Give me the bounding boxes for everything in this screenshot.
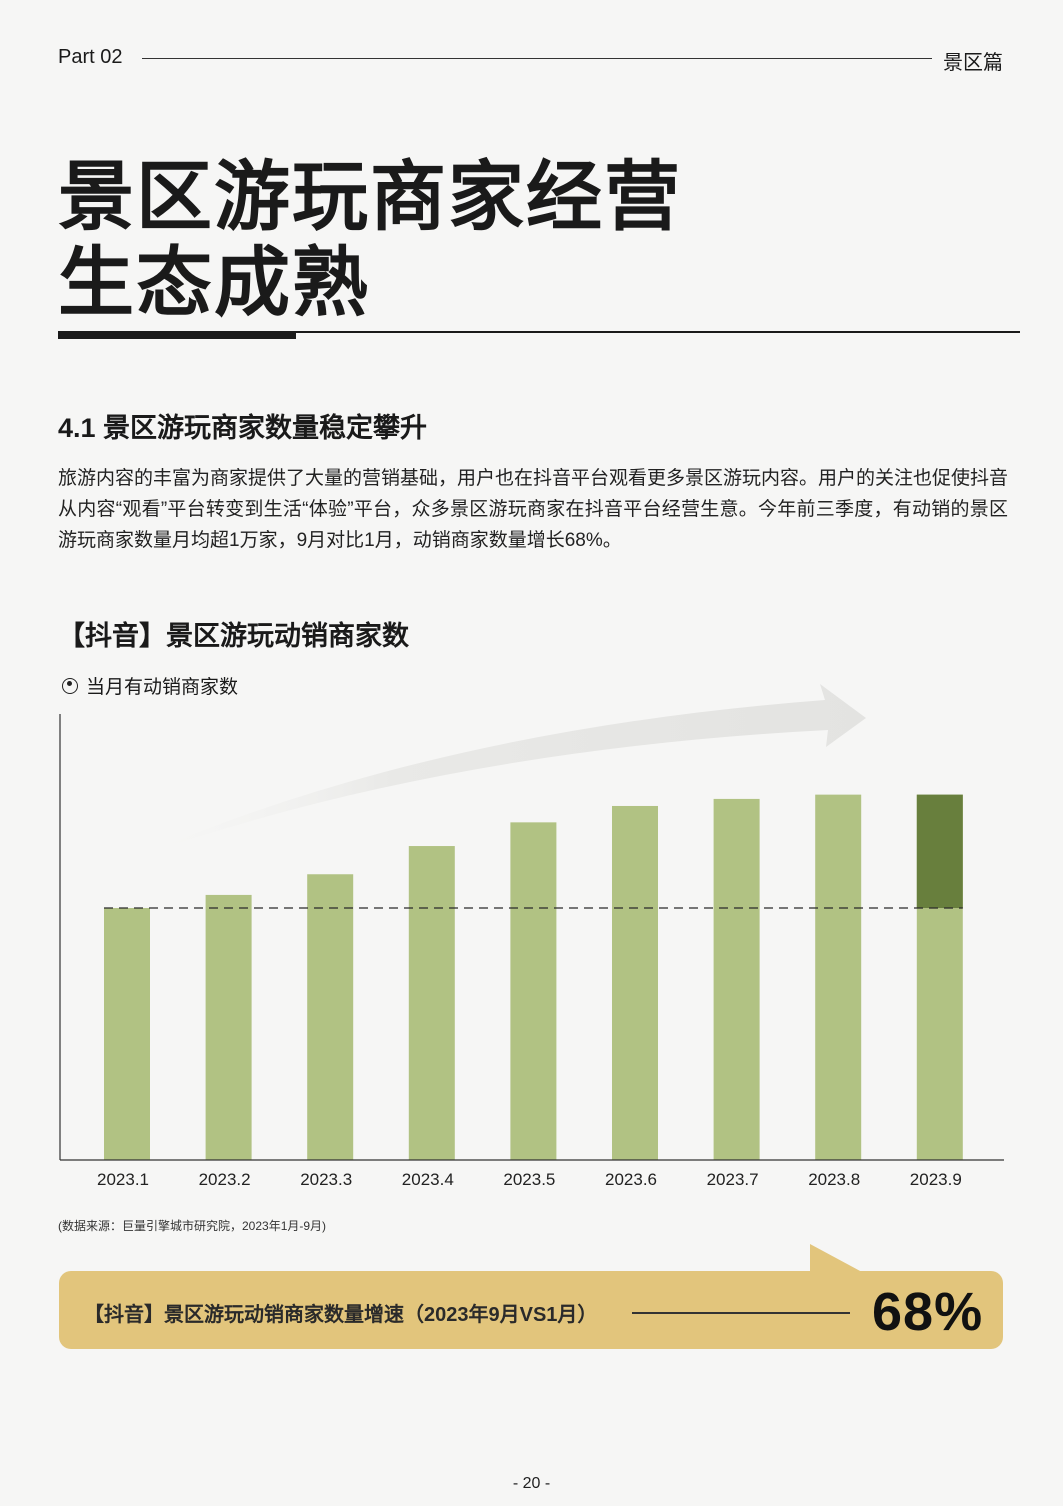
x-tick-label: 2023.9	[910, 1170, 962, 1189]
page-title-line-1: 景区游玩商家经营	[58, 155, 682, 240]
x-tick-label: 2023.3	[300, 1170, 352, 1189]
page-title: 景区游玩商家经营 生态成熟	[58, 155, 682, 327]
section-label: 景区篇	[943, 52, 1003, 74]
bar-2023.2	[205, 894, 252, 1160]
title-accent-bar	[58, 332, 296, 339]
bar-chart: 2023.1 2023.2 2023.3 2023.4 2023.5 2023.6 2023…	[59, 684, 1004, 1189]
bar-2023.6	[612, 805, 658, 1160]
callout-notch	[810, 1244, 862, 1272]
bar-2023.1	[104, 908, 150, 1160]
x-tick-label: 2023.8	[808, 1170, 860, 1189]
x-tick-label: 2023.4	[402, 1170, 454, 1189]
trend-arrow	[135, 684, 866, 858]
callout-value: 68%	[872, 1282, 984, 1342]
bar-2023.5	[510, 822, 557, 1160]
callout-divider	[632, 1312, 850, 1314]
x-tick-label: 2023.7	[707, 1170, 759, 1189]
chart-title: 【抖音】景区游玩动销商家数	[58, 621, 409, 651]
title-divider	[58, 331, 1020, 333]
page-title-line-2: 生态成熟	[58, 241, 370, 326]
x-tick-labels: 2023.1 2023.2 2023.3 2023.4 2023.5 2023.6 2023…	[97, 1170, 962, 1189]
callout-label: 【抖音】景区游玩动销商家数量增速（2023年9月VS1月）	[84, 1304, 598, 1326]
x-tick-label: 2023.1	[97, 1170, 149, 1189]
growth-callout	[59, 1271, 1003, 1349]
bar-2023.8	[815, 794, 862, 1160]
subsection-heading: 4.1 景区游玩商家数量稳定攀升	[58, 413, 428, 443]
bar-2023.7	[713, 798, 760, 1160]
body-paragraph: 旅游内容的丰富为商家提供了大量的营销基础，用户也在抖音平台观看更多景区游玩内容。…	[58, 468, 1009, 551]
bar-2023.3	[307, 874, 354, 1160]
page-number: - 20 -	[512, 1475, 551, 1492]
bar-growth-segment	[916, 794, 963, 909]
x-tick-label: 2023.5	[503, 1170, 555, 1189]
source-note: (数据来源：巨量引擎城市研究院，2023年1月-9月)	[58, 1219, 327, 1233]
x-tick-label: 2023.2	[199, 1170, 251, 1189]
header-divider	[142, 58, 932, 59]
x-tick-label: 2023.6	[605, 1170, 657, 1189]
bar-2023.4	[408, 846, 455, 1160]
chart-legend: 当月有动销商家数	[62, 672, 238, 699]
bars-layer	[104, 794, 963, 1160]
legend-label: 当月有动销商家数	[86, 677, 239, 698]
part-label: Part 02	[58, 46, 123, 68]
user-circle-icon	[62, 677, 78, 694]
